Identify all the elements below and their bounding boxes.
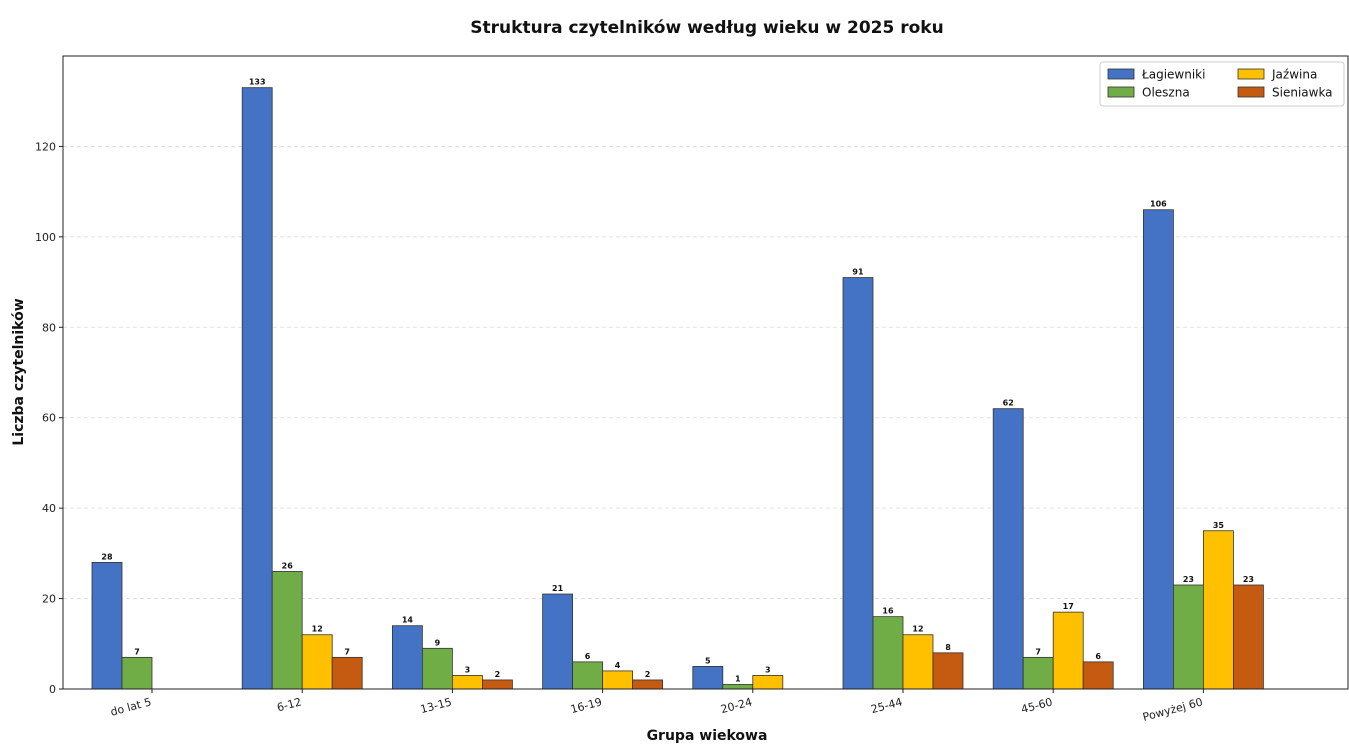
legend-entry: Jaźwina <box>1271 68 1317 82</box>
plot-frame <box>62 55 1349 690</box>
x-tick-label: 6-12 <box>275 695 302 714</box>
bar-value-label: 7 <box>1035 647 1041 656</box>
bar <box>902 634 934 690</box>
bar <box>572 661 603 690</box>
bar <box>722 684 754 690</box>
y-tick-label: 80 <box>42 321 56 334</box>
bar <box>1082 661 1114 690</box>
bar <box>992 408 1024 690</box>
legend-entry: Łagiewniki <box>1141 68 1205 82</box>
legend-swatch <box>1107 86 1135 98</box>
bar-value-label: 12 <box>912 625 923 634</box>
chart-title: Struktura czytelników według wieku w 202… <box>470 18 943 38</box>
bar <box>602 670 633 690</box>
legend-swatch <box>1237 86 1265 98</box>
bar <box>421 647 453 690</box>
bar-value-label: 6 <box>585 652 591 661</box>
legend-entry: Sieniawka <box>1272 86 1333 100</box>
y-axis-ticks: 0 20 40 60 80 100 120 <box>35 140 63 696</box>
x-axis-ticks: do lat 5 6-12 13-15 16-19 20-24 25-44 45-60 Pow… <box>109 689 1204 724</box>
bar-value-label: 21 <box>552 584 564 593</box>
bar <box>752 675 784 690</box>
y-tick-label: 100 <box>35 231 56 244</box>
bar <box>632 679 663 690</box>
legend-entry: Oleszna <box>1142 86 1190 100</box>
x-axis-label: Grupa wiekowa <box>647 728 768 744</box>
bar <box>842 277 874 690</box>
bar <box>481 679 513 690</box>
bar-value-label: 106 <box>1150 200 1167 209</box>
bar-value-label: 23 <box>1243 575 1254 584</box>
bar-value-label: 3 <box>765 665 771 674</box>
y-tick-label: 40 <box>42 502 56 515</box>
bar-value-label: 2 <box>495 670 501 679</box>
bar-value-label: 91 <box>852 268 864 277</box>
bar-value-label: 9 <box>435 638 441 647</box>
x-tick-label: 13-15 <box>419 695 453 716</box>
bar <box>91 562 123 690</box>
bar <box>542 593 573 690</box>
bar-value-label: 26 <box>282 561 294 570</box>
y-tick-label: 60 <box>42 412 56 425</box>
y-tick-label: 120 <box>35 140 56 153</box>
bar <box>271 571 303 690</box>
bar-value-label: 8 <box>945 643 951 652</box>
bar-value-label: 12 <box>312 625 323 634</box>
bar <box>451 675 483 690</box>
bar <box>301 634 333 690</box>
y-tick-label: 0 <box>49 683 56 696</box>
bar <box>121 656 153 690</box>
bar-value-label: 6 <box>1095 652 1101 661</box>
bar <box>1052 611 1084 690</box>
bar-value-label: 23 <box>1183 575 1194 584</box>
bar <box>692 665 724 690</box>
legend-box <box>1099 61 1345 107</box>
bar-value-label: 62 <box>1003 399 1014 408</box>
bar-value-label: 14 <box>402 616 414 625</box>
bar <box>1233 584 1264 690</box>
x-tick-label: do lat 5 <box>109 695 153 718</box>
bar <box>1022 656 1054 690</box>
bar <box>1203 530 1234 690</box>
bar <box>331 656 363 690</box>
y-axis-label: Liczba czytelników <box>11 298 27 445</box>
bar-value-label: 1 <box>735 674 741 683</box>
y-tick-label: 20 <box>42 593 56 606</box>
bar-value-label: 7 <box>344 647 350 656</box>
bar-value-label: 17 <box>1063 602 1074 611</box>
bar-value-label: 7 <box>134 647 140 656</box>
bar-value-label: 4 <box>615 661 621 670</box>
x-tick-label: 20-24 <box>719 695 753 716</box>
legend-swatch <box>1107 68 1135 80</box>
bar <box>241 87 273 690</box>
bar-value-label: 16 <box>882 607 894 616</box>
legend-swatch <box>1237 68 1265 80</box>
bar <box>1173 584 1204 690</box>
bar <box>872 616 904 690</box>
bar-value-label: 35 <box>1213 521 1225 530</box>
x-tick-label: Powyżej 60 <box>1141 695 1204 723</box>
bar-value-label: 2 <box>645 670 651 679</box>
bar-value-label: 5 <box>705 656 711 665</box>
bar <box>1143 209 1174 690</box>
bar-value-label: 3 <box>465 665 471 674</box>
legend: Łagiewniki Oleszna Jaźwina Sieniawka <box>1099 61 1345 107</box>
bar-value-label: 28 <box>101 552 113 561</box>
x-tick-label: 25-44 <box>870 695 904 716</box>
x-tick-label: 16-19 <box>569 695 603 716</box>
bar-value-label: 133 <box>249 78 266 87</box>
x-tick-label: 45-60 <box>1020 695 1054 716</box>
bars <box>91 87 1264 690</box>
bar-labels: 28 7 133 26 12 7 14 9 3 2 21 6 4 2 5 1 3 91 16 12 8 62 7 17 6 106… <box>101 78 1254 684</box>
bar <box>932 652 964 690</box>
bar <box>391 625 423 690</box>
